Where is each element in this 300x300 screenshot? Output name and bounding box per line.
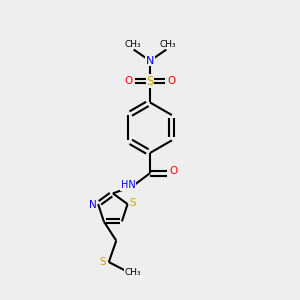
Text: O: O — [124, 76, 132, 86]
Text: HN: HN — [121, 180, 135, 190]
Text: CH₃: CH₃ — [124, 40, 141, 49]
Text: CH₃: CH₃ — [159, 40, 176, 49]
Text: N: N — [89, 200, 97, 210]
Text: O: O — [169, 167, 177, 176]
Text: CH₃: CH₃ — [124, 268, 141, 277]
Text: S: S — [130, 199, 136, 208]
Text: S: S — [100, 257, 106, 267]
Text: S: S — [146, 74, 154, 88]
Text: O: O — [168, 76, 176, 86]
Text: N: N — [146, 56, 154, 66]
